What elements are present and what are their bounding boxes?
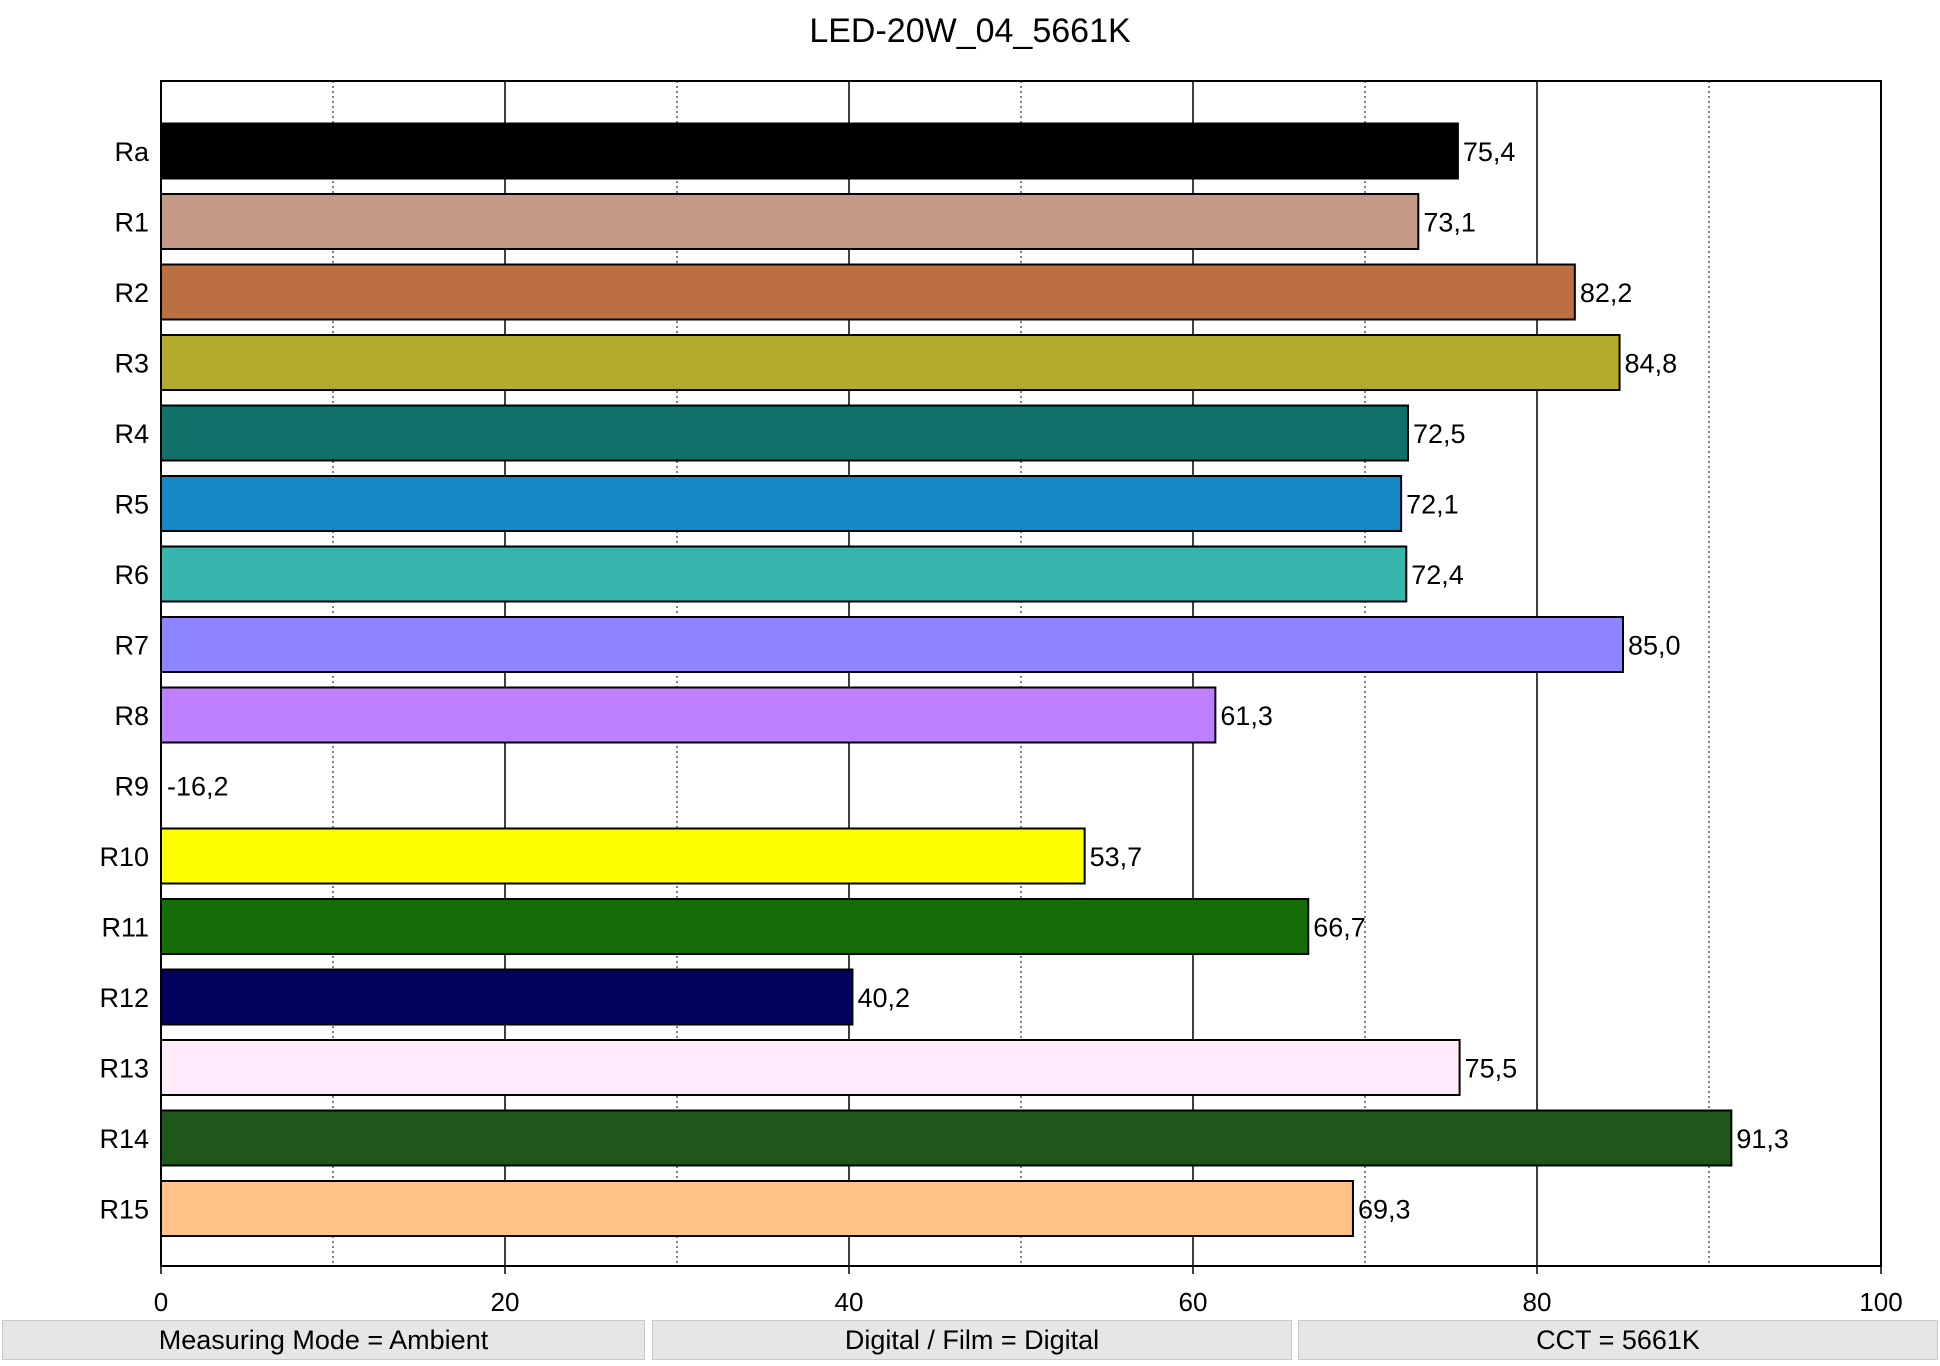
category-label: R4 xyxy=(114,419,149,449)
value-label: 75,4 xyxy=(1463,137,1516,167)
plot-frame xyxy=(160,80,1882,1267)
category-label: R1 xyxy=(114,208,149,238)
category-label: Ra xyxy=(114,137,149,167)
value-label: 85,0 xyxy=(1628,631,1681,661)
category-label: R14 xyxy=(99,1124,149,1154)
bars-layer xyxy=(160,122,1733,1237)
value-label: 84,8 xyxy=(1625,349,1678,379)
bar-r5 xyxy=(160,475,1403,532)
x-tick-label: 60 xyxy=(1179,1287,1208,1317)
x-tick-label: 100 xyxy=(1859,1287,1902,1317)
value-label: 72,1 xyxy=(1406,490,1459,520)
x-tick-label: 80 xyxy=(1523,1287,1552,1317)
bar-r11 xyxy=(160,898,1310,955)
category-label: R7 xyxy=(114,631,149,661)
category-label: R5 xyxy=(114,490,149,520)
value-label: 61,3 xyxy=(1220,701,1273,731)
chart-title: LED-20W_04_5661K xyxy=(809,12,1131,50)
category-label: R3 xyxy=(114,349,149,379)
cct-status: CCT = 5661K xyxy=(1298,1320,1938,1360)
category-label: R6 xyxy=(114,560,149,590)
value-label: 91,3 xyxy=(1736,1124,1789,1154)
value-label: 53,7 xyxy=(1090,842,1143,872)
x-tick-label: 0 xyxy=(154,1287,168,1317)
value-label: 72,5 xyxy=(1413,419,1466,449)
bar-r6 xyxy=(160,545,1408,603)
bar-r3 xyxy=(160,334,1621,391)
value-label: 40,2 xyxy=(857,983,910,1013)
x-tick-label: 40 xyxy=(835,1287,864,1317)
category-label: R9 xyxy=(114,772,149,802)
digital-film-label: Digital / Film = Digital xyxy=(844,1325,1100,1355)
bar-r13 xyxy=(160,1039,1461,1096)
measuring-mode-status: Measuring Mode = Ambient xyxy=(2,1320,645,1360)
digital-film-status: Digital / Film = Digital xyxy=(652,1320,1292,1360)
category-label: R8 xyxy=(114,701,149,731)
labels-layer: 0 20 40 60 80 100 Ra 75,4 R1 73,1 R2 82,2 R3 84,8 R4 72… xyxy=(99,137,1902,1317)
cct-label: CCT = 5661K xyxy=(1536,1325,1700,1355)
value-label: 75,5 xyxy=(1465,1054,1518,1084)
category-label: R15 xyxy=(99,1195,149,1225)
bar-ra xyxy=(160,122,1459,180)
category-label: R2 xyxy=(114,278,149,308)
category-label: R11 xyxy=(101,913,149,943)
value-label: 69,3 xyxy=(1358,1195,1411,1225)
bar-r10 xyxy=(160,827,1086,885)
category-label: R10 xyxy=(99,842,149,872)
bar-r12 xyxy=(160,968,854,1026)
value-label: 73,1 xyxy=(1423,208,1476,238)
bar-r8 xyxy=(160,686,1217,744)
x-tick-label: 20 xyxy=(491,1287,520,1317)
measuring-mode-label: Measuring Mode = Ambient xyxy=(158,1325,489,1355)
category-label: R12 xyxy=(99,983,149,1013)
category-label: R13 xyxy=(99,1054,149,1084)
bar-r1 xyxy=(160,193,1420,250)
value-label: 82,2 xyxy=(1580,278,1633,308)
bar-r14 xyxy=(160,1109,1733,1167)
value-label: -16,2 xyxy=(167,772,229,802)
value-label: 72,4 xyxy=(1411,560,1464,590)
bar-r4 xyxy=(160,404,1409,462)
bar-r7 xyxy=(160,616,1624,673)
bar-r2 xyxy=(160,263,1576,321)
bar-r15 xyxy=(160,1180,1354,1237)
value-label: 66,7 xyxy=(1313,913,1366,943)
